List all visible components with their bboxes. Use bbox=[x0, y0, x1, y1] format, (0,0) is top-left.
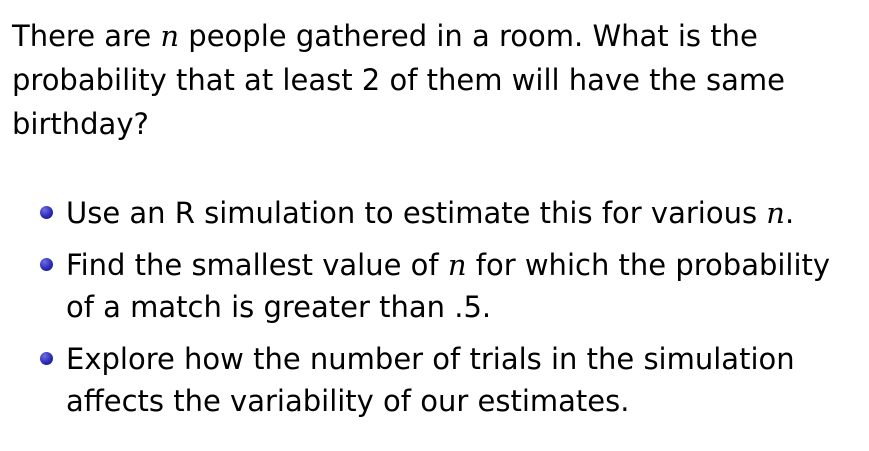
variable-n: n bbox=[447, 248, 467, 282]
bullet-icon bbox=[40, 352, 53, 365]
question-part-2: people gathered in a room. What is the p… bbox=[12, 19, 785, 141]
bullet-icon bbox=[40, 258, 53, 271]
question-part-1: There are bbox=[12, 19, 161, 53]
list-item: Explore how the number of trials in the … bbox=[12, 338, 859, 422]
bullet-list: Use an R simulation to estimate this for… bbox=[12, 192, 859, 422]
bullet-1-part-1: Use an R simulation to estimate this for… bbox=[66, 196, 767, 230]
list-item: Use an R simulation to estimate this for… bbox=[12, 192, 859, 234]
bullet-1-part-2: . bbox=[784, 196, 795, 230]
question-text: There are n people gathered in a room. W… bbox=[12, 14, 832, 146]
list-item: Find the smallest value of n for which t… bbox=[12, 244, 859, 328]
bullet-icon bbox=[40, 206, 53, 219]
variable-n: n bbox=[160, 19, 180, 53]
bullet-2-part-2: for which the probability of a match is … bbox=[66, 248, 831, 324]
bullet-2-part-1: Find the smallest value of bbox=[66, 248, 448, 282]
variable-n: n bbox=[766, 196, 785, 230]
bullet-3-text: Explore how the number of trials in the … bbox=[66, 342, 795, 418]
